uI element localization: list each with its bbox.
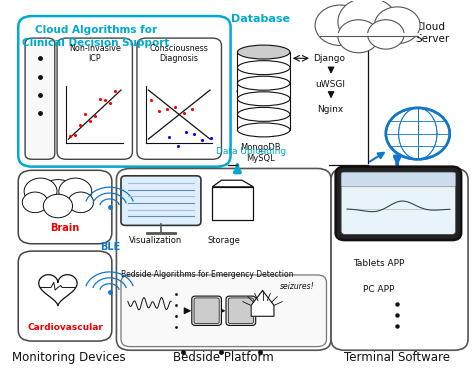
Text: Django: Django (313, 54, 345, 63)
Text: Internet: Internet (390, 168, 441, 178)
FancyBboxPatch shape (336, 166, 461, 240)
FancyBboxPatch shape (228, 298, 254, 324)
Text: MongoDB
MySQL: MongoDB MySQL (240, 143, 281, 163)
Circle shape (338, 0, 397, 46)
Text: Tablets APP: Tablets APP (353, 259, 405, 269)
Polygon shape (212, 180, 254, 187)
Text: seizures!: seizures! (280, 282, 314, 291)
Text: Nginx: Nginx (318, 105, 344, 114)
Text: Storage: Storage (207, 236, 240, 245)
Circle shape (43, 194, 73, 218)
Circle shape (367, 20, 404, 49)
FancyBboxPatch shape (331, 168, 468, 350)
Text: Database: Database (231, 14, 290, 24)
Polygon shape (212, 187, 254, 220)
FancyBboxPatch shape (341, 172, 456, 187)
Text: Brain: Brain (50, 223, 80, 233)
FancyBboxPatch shape (121, 275, 327, 347)
Text: Visualization: Visualization (128, 236, 182, 245)
FancyBboxPatch shape (226, 296, 255, 326)
Text: Smartphone APP: Smartphone APP (341, 228, 417, 237)
Circle shape (315, 5, 365, 46)
FancyBboxPatch shape (57, 38, 132, 159)
Ellipse shape (237, 76, 290, 90)
Circle shape (386, 108, 450, 159)
Text: Cloud
Server: Cloud Server (416, 21, 450, 44)
FancyBboxPatch shape (18, 170, 112, 244)
FancyBboxPatch shape (121, 176, 201, 225)
FancyBboxPatch shape (18, 251, 112, 341)
Text: Cardiovascular: Cardiovascular (27, 323, 103, 332)
Circle shape (338, 20, 379, 53)
Circle shape (22, 192, 48, 213)
Text: Bedside Platform: Bedside Platform (173, 351, 274, 364)
Text: Data Uploading: Data Uploading (216, 147, 286, 156)
Circle shape (374, 7, 420, 44)
Circle shape (24, 178, 57, 205)
Text: Bedside Algorithms for Emergency Detection: Bedside Algorithms for Emergency Detecti… (121, 270, 293, 279)
Circle shape (39, 179, 77, 211)
Ellipse shape (237, 123, 290, 137)
Text: BLE: BLE (100, 242, 121, 252)
Text: Non-invasive
ICP: Non-invasive ICP (69, 44, 121, 63)
Polygon shape (251, 290, 274, 316)
Circle shape (59, 178, 91, 205)
Ellipse shape (237, 92, 290, 106)
FancyBboxPatch shape (341, 172, 456, 235)
Text: Consciousness
Diagnosis: Consciousness Diagnosis (150, 44, 209, 63)
FancyBboxPatch shape (137, 38, 221, 159)
Polygon shape (39, 275, 77, 306)
FancyBboxPatch shape (192, 296, 221, 326)
Bar (237, 52, 290, 130)
Text: PC APP: PC APP (363, 285, 395, 294)
FancyBboxPatch shape (18, 16, 230, 166)
Ellipse shape (237, 107, 290, 121)
Text: Cloud Algorithms for
Clinical Decision Support: Cloud Algorithms for Clinical Decision S… (22, 25, 170, 48)
Ellipse shape (237, 61, 290, 75)
FancyBboxPatch shape (194, 298, 219, 324)
Text: Terminal Software: Terminal Software (344, 351, 450, 364)
Ellipse shape (237, 45, 290, 59)
Circle shape (68, 192, 93, 213)
Text: Monitoring Devices: Monitoring Devices (12, 351, 125, 364)
FancyBboxPatch shape (117, 168, 331, 350)
FancyBboxPatch shape (25, 38, 55, 159)
Text: uWSGI: uWSGI (315, 80, 345, 88)
